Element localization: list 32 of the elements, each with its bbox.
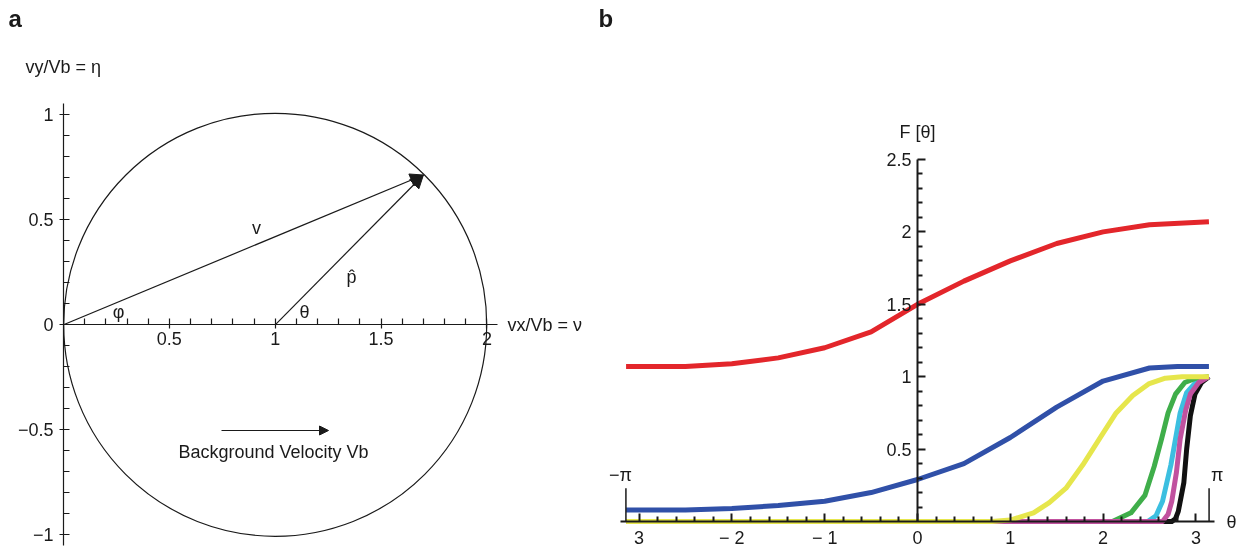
x-tick-label: 1 xyxy=(1005,527,1016,548)
chart-title: a xyxy=(8,4,23,32)
ref-line-label: −π xyxy=(608,465,632,486)
x-tick-label: 0.5 xyxy=(156,328,182,349)
y-tick-label: 1.5 xyxy=(886,294,912,315)
x-tick-label: 1.5 xyxy=(368,328,394,349)
x-tick-label: − 2 xyxy=(719,527,745,548)
y-tick-label: 1 xyxy=(901,367,912,388)
annotation: v xyxy=(252,217,261,238)
annotation: Background Velocity Vb xyxy=(178,441,369,462)
y-axis-title: vy/Vb = η xyxy=(25,56,102,77)
y-tick-label: −0.5 xyxy=(17,420,54,441)
y-tick-label: 2.5 xyxy=(886,150,912,170)
x-tick-label: 3 xyxy=(634,527,645,548)
annotation: θ xyxy=(299,301,310,322)
annotation: p̂ xyxy=(346,266,357,287)
ref-line-label: π xyxy=(1211,465,1224,486)
y-tick-label: 0.5 xyxy=(886,439,912,460)
annotation: φ xyxy=(112,301,125,322)
x-tick-label: 3 xyxy=(1190,527,1201,548)
y-tick-label: 1 xyxy=(43,104,54,125)
x-axis-title: θ xyxy=(1226,511,1237,532)
x-tick-label: 2 xyxy=(1098,527,1109,548)
chart-title: b xyxy=(598,4,614,32)
y-tick-label: 2 xyxy=(901,222,912,243)
x-axis-title: vx/Vb = ν xyxy=(507,314,583,335)
x-tick-label: 1 xyxy=(270,328,281,349)
y-tick-label: 0.5 xyxy=(28,209,54,230)
y-tick-label: 0 xyxy=(43,315,54,335)
y-axis-title: F [θ] xyxy=(899,121,936,142)
x-tick-label: − 1 xyxy=(811,527,838,548)
y-tick-label: −1 xyxy=(32,525,54,546)
